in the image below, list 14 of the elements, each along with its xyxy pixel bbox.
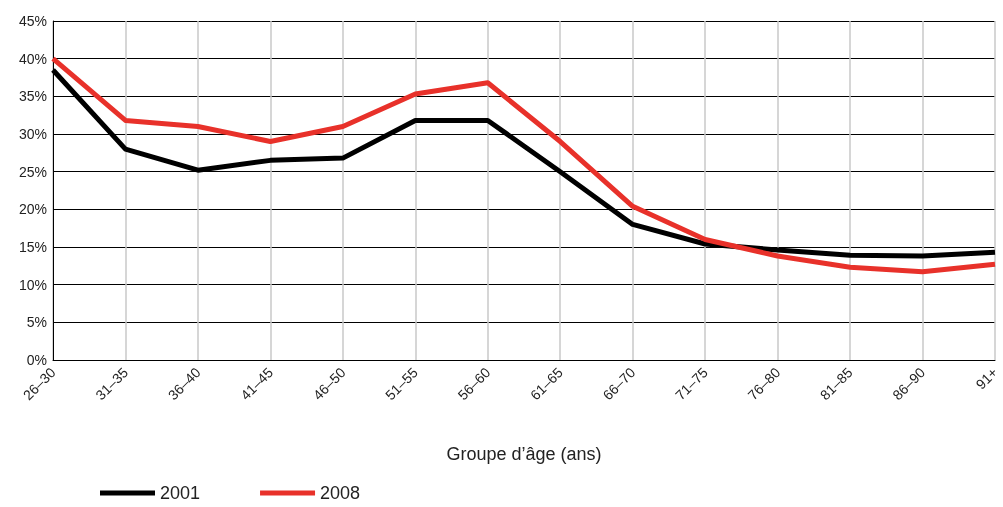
- y-tick-label: 15%: [18, 239, 47, 255]
- y-tick-label: 0%: [26, 352, 47, 368]
- legend-label: 2001: [160, 483, 201, 503]
- y-tick-label: 20%: [18, 201, 47, 218]
- y-tick-label: 5%: [26, 314, 47, 331]
- x-axis-title: Groupe d’âge (ans): [446, 444, 602, 464]
- y-tick-label: 25%: [18, 163, 47, 180]
- x-tick-label: 91+: [972, 364, 1001, 393]
- y-tick-label: 10%: [18, 276, 47, 293]
- legend-label: 2008: [320, 483, 361, 503]
- y-tick-label: 30%: [18, 126, 47, 142]
- y-tick-label: 40%: [18, 50, 47, 67]
- y-tick-label: 45%: [18, 13, 47, 29]
- y-tick-label: 35%: [18, 88, 47, 105]
